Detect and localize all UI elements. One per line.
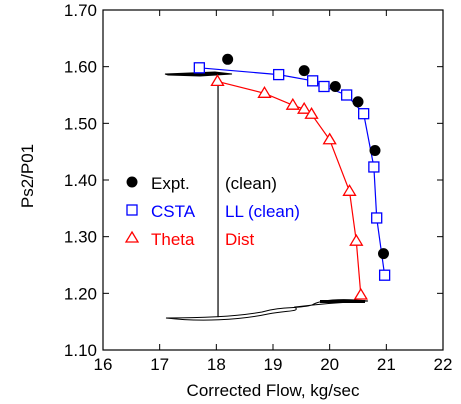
- data-point: [193, 62, 205, 74]
- data-point: [222, 53, 234, 65]
- data-point: [322, 132, 337, 145]
- legend-label-suffix: LL (clean): [225, 202, 300, 221]
- data-point: [358, 108, 370, 120]
- data-point: [304, 107, 319, 119]
- data-point: [352, 96, 364, 108]
- data-point: [349, 233, 364, 246]
- legend-label: Expt.: [151, 174, 190, 193]
- x-tick-label: 16: [94, 355, 113, 374]
- x-tick-label: 20: [320, 355, 339, 374]
- x-axis-label: Corrected Flow, kg/sec: [187, 381, 360, 400]
- data-point: [341, 89, 353, 101]
- legend-label: Theta: [151, 230, 195, 249]
- legend-label: CSTA: [151, 202, 196, 221]
- y-tick-label: 1.50: [64, 114, 97, 133]
- y-tick-label: 1.30: [64, 228, 97, 247]
- y-tick-label: 1.10: [64, 341, 97, 360]
- data-point: [307, 75, 319, 87]
- x-tick-label: 21: [377, 355, 396, 374]
- x-tick-label: 19: [264, 355, 283, 374]
- x-tick-label: 17: [150, 355, 169, 374]
- legend-marker: [124, 230, 140, 243]
- data-point: [378, 248, 389, 260]
- data-point: [298, 65, 310, 77]
- legend-label-suffix: Dist: [225, 230, 255, 249]
- x-tick-label: 18: [207, 355, 226, 374]
- data-point: [257, 86, 272, 98]
- y-tick-label: 1.70: [64, 1, 97, 20]
- data-point: [273, 68, 285, 81]
- legend-marker: [126, 176, 138, 188]
- data-point: [285, 97, 300, 110]
- data-point: [368, 161, 380, 173]
- legend-marker: [126, 204, 138, 216]
- y-axis-label: Ps2/P01: [18, 144, 37, 208]
- y-tick-label: 1.20: [64, 284, 97, 303]
- data-point: [342, 184, 357, 196]
- plot-area: 16 17 18 19 20 21 22 1.10 1.20 1.30 1.40 1.50 1.60 1.…: [64, 1, 453, 374]
- lower-loop-fill: [320, 300, 365, 303]
- x-tick-label: 22: [434, 355, 453, 374]
- data-point: [318, 80, 330, 93]
- data-point: [378, 269, 391, 281]
- data-point: [369, 145, 381, 157]
- data-point: [329, 81, 341, 92]
- y-tick-label: 1.60: [64, 58, 97, 77]
- legend-label-suffix: (clean): [225, 174, 277, 193]
- y-tick-label: 1.40: [64, 171, 97, 190]
- data-point: [353, 287, 368, 300]
- data-point: [371, 212, 383, 224]
- lower-loop-trace: [165, 299, 369, 321]
- upper-loop-trace: [164, 71, 233, 77]
- data-point: [297, 101, 312, 114]
- data-point: [210, 74, 225, 87]
